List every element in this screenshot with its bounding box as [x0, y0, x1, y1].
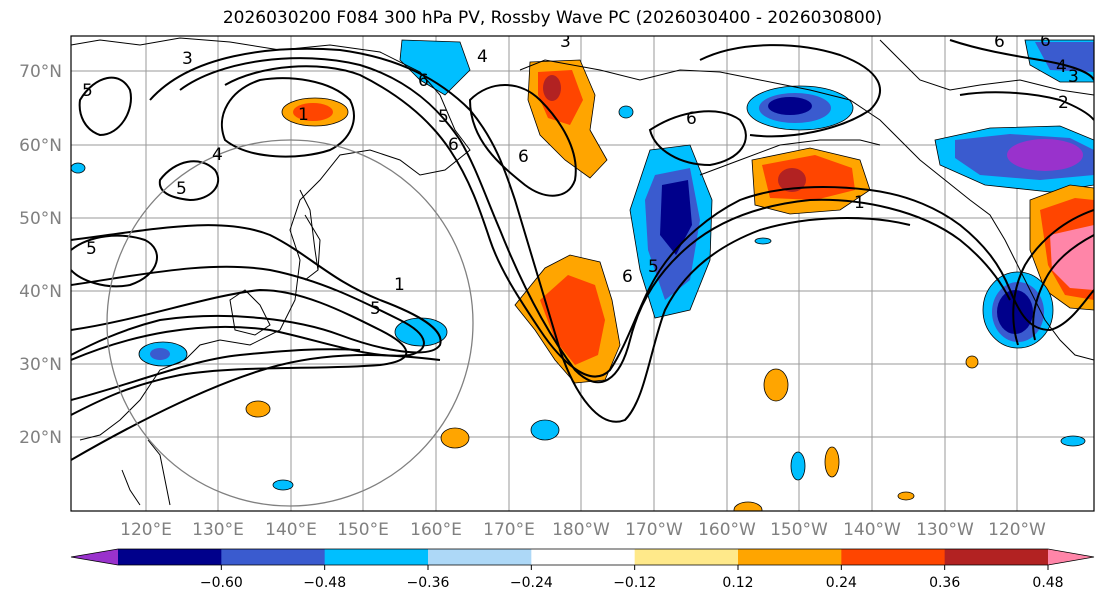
anomaly-blob [440, 427, 470, 449]
anomaly-blob [754, 237, 772, 245]
lon-label: 160°E [410, 520, 462, 540]
colorbar-segment [118, 549, 222, 565]
contour-label: 3 [560, 32, 571, 52]
colorbar-tick-label: −0.12 [613, 575, 656, 591]
anomaly-fills [71, 39, 1094, 511]
lat-label: 60°N [19, 136, 62, 156]
anomaly-blob [293, 103, 333, 121]
anomaly-blob [897, 491, 915, 501]
colorbar-segment [221, 549, 326, 565]
colorbar-segment [324, 549, 429, 565]
colorbar-tick-label: 0.24 [826, 575, 857, 591]
contour-label: 6 [518, 147, 529, 167]
map-title: 2026030200 F084 300 hPa PV, Rossby Wave … [222, 8, 883, 28]
contour-label: 1 [854, 193, 865, 213]
lat-axis-labels: 70°N 60°N 50°N 40°N 30°N 20°N [19, 62, 62, 448]
contour-label: 6 [686, 109, 697, 129]
colorbar-tick-label: −0.48 [303, 575, 346, 591]
anomaly-blob [618, 105, 634, 119]
lat-label: 30°N [19, 355, 62, 375]
lon-label: 180°W [552, 520, 610, 540]
contour-label: 6 [418, 71, 429, 91]
lon-label: 140°E [265, 520, 317, 540]
lat-label: 20°N [19, 428, 62, 448]
colorbar-tick-label: −0.60 [200, 575, 243, 591]
colorbar-tick-label: −0.24 [510, 575, 553, 591]
contour-label: 5 [438, 107, 449, 127]
anomaly-blob [763, 368, 789, 402]
anomaly-blob [530, 419, 560, 441]
lat-label: 50°N [19, 209, 62, 229]
colorbar-segment [428, 549, 532, 565]
anomaly-blob [540, 275, 605, 365]
contour-label-group: 3 3 6 4 6 1 5 5 4 5 6 6 6 5 1 5 6 5 1 3 … [82, 31, 1079, 319]
contour-label: 4 [212, 145, 223, 165]
anomaly-blob [778, 168, 806, 192]
lon-label: 170°W [625, 520, 683, 540]
lat-label: 40°N [19, 282, 62, 302]
lon-label: 150°W [770, 520, 828, 540]
pv-contours [71, 39, 1094, 461]
contour-label: 5 [370, 299, 381, 319]
contour-label: 1 [298, 105, 309, 125]
anomaly-blob [965, 355, 979, 369]
contour-label: 3 [182, 49, 193, 69]
anomaly-blob [768, 97, 812, 115]
anomaly-blob [1007, 139, 1083, 171]
colorbar-outline [70, 548, 1095, 566]
anomaly-blob [790, 451, 806, 481]
anomaly-blob [824, 446, 840, 478]
contour-label: 5 [176, 179, 187, 199]
contour-label: 6 [622, 267, 633, 287]
anomaly-blob [71, 162, 86, 174]
colorbar-segment [944, 549, 1049, 565]
colorbar-segment [531, 549, 636, 565]
lon-label: 130°W [916, 520, 974, 540]
anomaly-blob [660, 180, 692, 255]
colorbar-segment [634, 549, 739, 565]
contour-label: 3 [1068, 67, 1079, 87]
lon-label: 130°E [192, 520, 244, 540]
colorbar: −0.60 −0.48 −0.36 −0.24 −0.12 0.12 0.24 0.36 0.4… [70, 548, 1095, 591]
lon-label: 150°E [337, 520, 389, 540]
colorbar-segment [841, 549, 946, 565]
lat-label: 70°N [19, 62, 62, 82]
contour-label: 1 [394, 275, 405, 295]
lon-label: 160°W [698, 520, 756, 540]
contour-label: 5 [82, 81, 93, 101]
anomaly-blob [1035, 42, 1094, 72]
lon-label: 170°E [483, 520, 535, 540]
anomaly-blob [399, 39, 471, 96]
colorbar-extend-low [71, 549, 118, 565]
contour-label: 4 [1056, 57, 1067, 77]
lon-label: 120°W [988, 520, 1046, 540]
contour-label: 6 [994, 32, 1005, 52]
lon-label: 140°W [843, 520, 901, 540]
colorbar-tick-label: 0.12 [722, 575, 753, 591]
anomaly-blob [272, 479, 294, 491]
contour-label: 5 [86, 239, 97, 259]
anomaly-blob [997, 290, 1033, 334]
contour-label: 6 [448, 135, 459, 155]
colorbar-tick-label: −0.36 [407, 575, 450, 591]
contour-label: 4 [477, 47, 488, 67]
map-frame [70, 35, 1095, 512]
lon-axis-labels: 120°E 130°E 140°E 150°E 160°E 170°E 180°… [120, 520, 1046, 540]
colorbar-tick-label: 0.36 [929, 575, 960, 591]
anomaly-blob [245, 400, 271, 418]
colorbar-extend-high [1048, 549, 1094, 565]
anomaly-blob [150, 348, 170, 360]
contour-label: 2 [1058, 93, 1069, 113]
anomaly-blob [733, 501, 763, 511]
colorbar-tick-label: 0.48 [1032, 575, 1063, 591]
anomaly-blob [1060, 435, 1086, 447]
region-circle [106, 139, 474, 507]
lon-label: 120°E [120, 520, 172, 540]
contour-label: 5 [648, 257, 659, 277]
colorbar-segment [738, 549, 842, 565]
anomaly-blob [543, 75, 561, 101]
contour-label: 6 [1040, 31, 1051, 51]
